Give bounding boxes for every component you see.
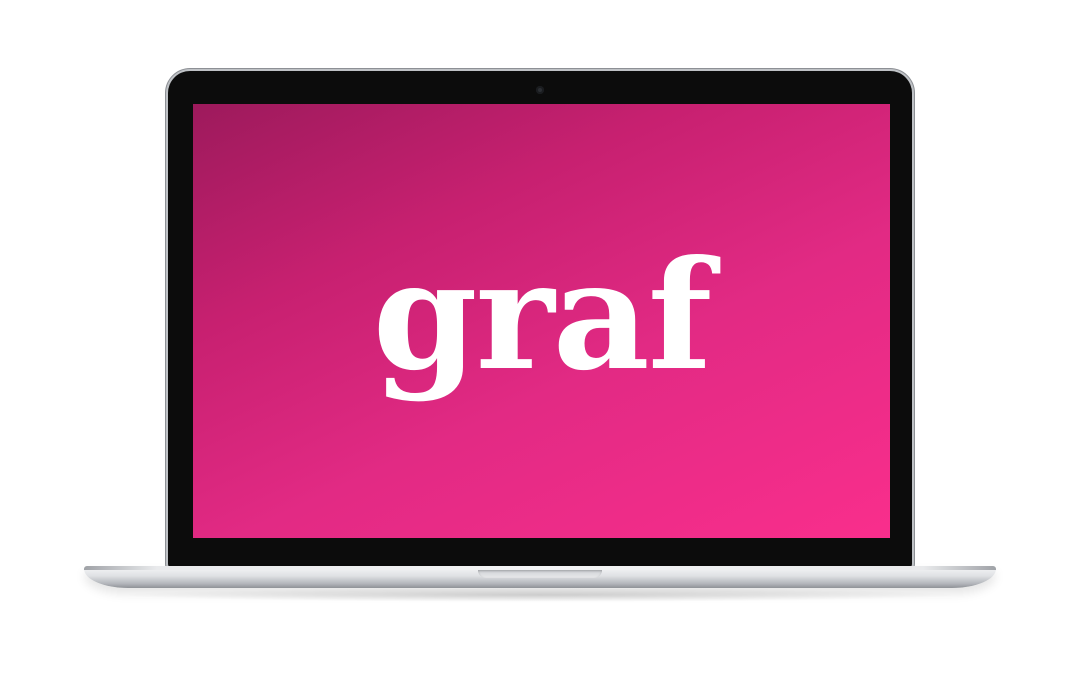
laptop-screen: graf <box>193 104 890 538</box>
graf-logo-wordmark: graf <box>372 228 713 404</box>
laptop-hinge <box>84 566 996 570</box>
webcam-icon <box>536 86 544 94</box>
laptop-shadow <box>120 588 960 602</box>
lid-open-notch <box>478 570 602 578</box>
